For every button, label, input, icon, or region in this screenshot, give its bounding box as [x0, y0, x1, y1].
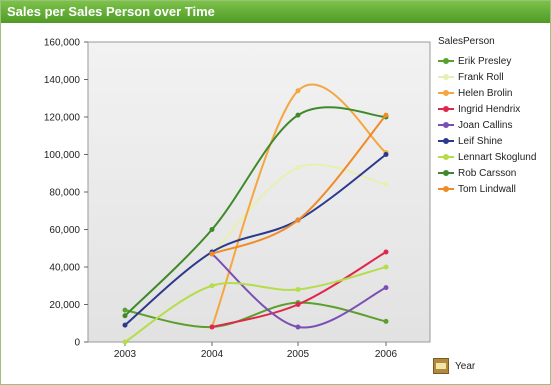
data-point-frank-roll[interactable] [383, 182, 389, 187]
series-line-erik-presley[interactable] [124, 301, 387, 329]
data-point-rob-carsson[interactable] [209, 227, 215, 232]
data-point-leif-shine[interactable] [122, 322, 128, 328]
x-tick-label: 2003 [114, 349, 137, 360]
legend-item-tom-lindwall[interactable]: Tom Lindwall [438, 181, 550, 197]
legend-item-erik-presley[interactable]: Erik Presley [438, 53, 550, 69]
y-tick-label: 0 [74, 338, 80, 349]
data-point-tom-lindwall[interactable] [295, 217, 301, 223]
series-line-lennart-skoglund[interactable] [124, 266, 387, 343]
data-point-helen-brolin[interactable] [295, 88, 301, 94]
legend-item-rob-carsson[interactable]: Rob Carsson [438, 165, 550, 181]
data-point-tom-lindwall[interactable] [383, 112, 389, 118]
legend-swatch [438, 152, 454, 162]
y-tick-label: 80,000 [49, 188, 80, 199]
legend-swatch [438, 56, 454, 66]
data-point-joan-callins[interactable] [295, 324, 301, 330]
legend-swatch [438, 88, 454, 98]
data-point-joan-callins[interactable] [383, 285, 389, 291]
legend-swatch [438, 136, 454, 146]
data-point-lennart-skoglund[interactable] [383, 264, 389, 270]
legend-label: Erik Presley [458, 55, 512, 67]
year-dimension-button[interactable]: Year [433, 358, 475, 374]
data-point-tom-lindwall[interactable] [209, 251, 215, 257]
y-tick-label: 20,000 [49, 300, 80, 311]
data-point-rob-carsson[interactable] [295, 112, 301, 118]
data-point-ingrid-hendrix[interactable] [209, 324, 215, 330]
y-tick-label: 60,000 [49, 225, 80, 236]
data-point-rob-carsson[interactable] [122, 313, 128, 319]
series-line-rob-carsson[interactable] [124, 106, 387, 317]
data-point-lennart-skoglund[interactable] [209, 283, 215, 289]
legend-label: Helen Brolin [458, 87, 513, 99]
legend-item-ingrid-hendrix[interactable]: Ingrid Hendrix [438, 101, 550, 117]
y-tick-label: 140,000 [44, 75, 81, 86]
legend-label: Frank Roll [458, 71, 504, 83]
year-label: Year [455, 360, 476, 372]
x-tick-label: 2006 [375, 349, 398, 360]
legend-label: Ingrid Hendrix [458, 103, 521, 115]
legend-label: Tom Lindwall [458, 183, 516, 195]
legend-label: Joan Callins [458, 119, 513, 131]
legend-item-lennart-skoglund[interactable]: Lennart Skoglund [438, 149, 550, 165]
legend-label: Lennart Skoglund [458, 151, 537, 163]
legend-item-helen-brolin[interactable]: Helen Brolin [438, 85, 550, 101]
legend-swatch [438, 120, 454, 130]
data-point-erik-presley[interactable] [122, 307, 128, 313]
chart-title: Sales per Sales Person over Time [1, 1, 550, 23]
y-tick-label: 40,000 [49, 263, 80, 274]
x-tick-label: 2004 [201, 349, 224, 360]
legend-title: SalesPerson [438, 36, 495, 47]
legend: SalesPerson Erik Presley Frank Roll Helen … [438, 36, 550, 197]
y-tick-label: 120,000 [44, 113, 81, 124]
legend-label: Rob Carsson [458, 167, 517, 179]
series-line-leif-shine[interactable] [124, 153, 387, 326]
data-point-erik-presley[interactable] [383, 318, 389, 324]
legend-label: Leif Shine [458, 135, 503, 147]
data-point-lennart-skoglund[interactable] [122, 339, 128, 345]
legend-item-frank-roll[interactable]: Frank Roll [438, 69, 550, 85]
y-tick-label: 160,000 [44, 38, 81, 49]
plot-area [87, 41, 431, 343]
legend-item-joan-callins[interactable]: Joan Callins [438, 117, 550, 133]
data-point-lennart-skoglund[interactable] [295, 287, 301, 292]
legend-swatch [438, 72, 454, 82]
x-tick-label: 2005 [287, 349, 310, 360]
legend-swatch [438, 168, 454, 178]
data-point-ingrid-hendrix[interactable] [295, 302, 301, 307]
y-tick-label: 100,000 [44, 150, 81, 161]
legend-swatch [438, 104, 454, 114]
table-icon [433, 358, 449, 374]
data-point-leif-shine[interactable] [383, 152, 389, 157]
data-point-frank-roll[interactable] [295, 165, 301, 171]
data-point-ingrid-hendrix[interactable] [383, 249, 389, 255]
legend-swatch [438, 184, 454, 194]
legend-item-leif-shine[interactable]: Leif Shine [438, 133, 550, 149]
